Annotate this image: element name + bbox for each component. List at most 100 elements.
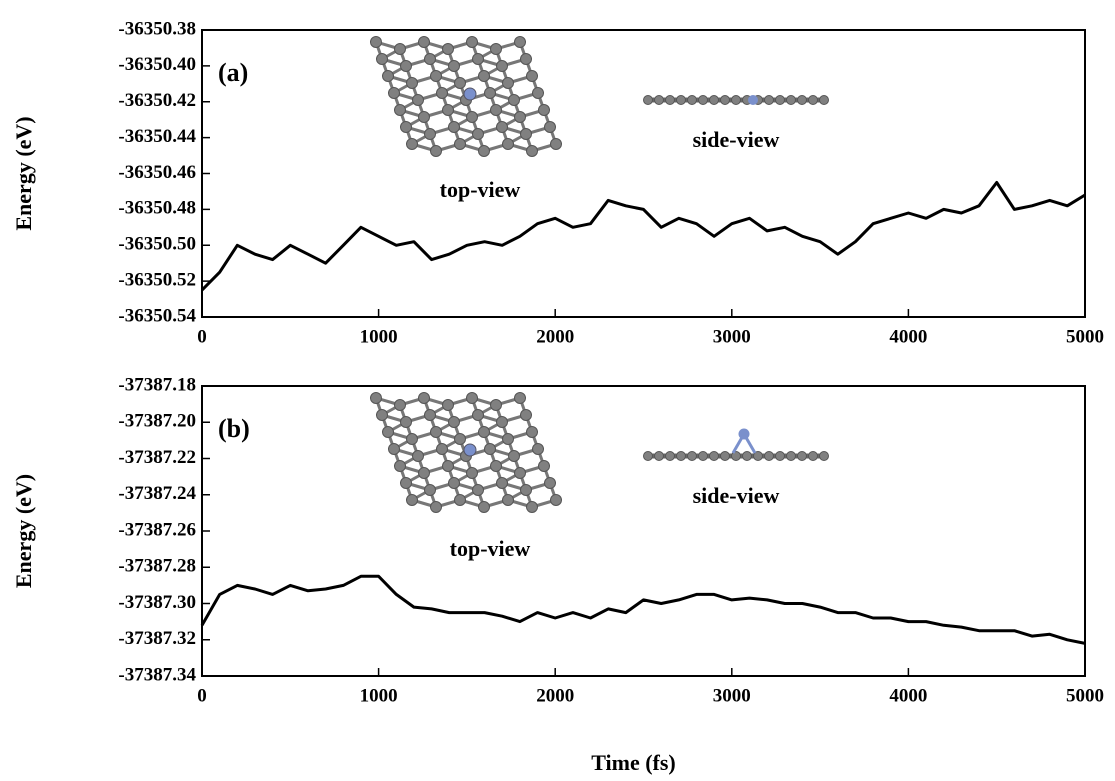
y-axis-label: Energy (eV) [11,474,36,588]
molecule-atom [532,87,544,99]
molecule-atom [643,451,653,461]
molecule-atom [430,426,442,438]
x-tick-label: 4000 [889,326,927,347]
molecule-atom [819,451,829,461]
y-tick-label: -37387.22 [118,447,196,468]
panel-label: (b) [218,414,250,443]
molecule-atom [430,501,442,513]
molecule-atom [731,95,741,105]
molecule-atom [472,128,484,140]
molecule-atom [370,392,382,404]
molecule-atom [698,451,708,461]
panel-label: (a) [218,58,248,87]
energy-line [200,574,1086,645]
molecule-atom [400,477,412,489]
molecule-atom [466,36,478,48]
molecule-atom [496,477,508,489]
y-tick-label: -37387.32 [118,628,196,649]
molecule-atom [484,87,496,99]
y-tick-label: -36350.52 [118,269,196,290]
y-tick-label: -36350.44 [118,126,196,147]
molecule-atom [418,111,430,123]
molecule-atom [478,426,490,438]
molecule-atom [424,128,436,140]
plot-frame [201,29,1086,318]
x-tick-label: 2000 [536,326,574,347]
molecule-atom [406,77,418,89]
molecule-atom [424,409,436,421]
y-tick-label: -36350.50 [118,234,196,255]
y-axis-label: Energy (eV) [11,116,36,230]
x-tick-label: 2000 [536,685,574,706]
molecule-atom [502,433,514,445]
molecule-atom [478,501,490,513]
panel: -36350.38 -36350.40 -36350.42 -36350.44 -363… [11,18,1104,347]
plot-frame [201,385,1086,677]
molecule-atom [436,87,448,99]
molecule-atom [514,392,526,404]
molecule-atom [466,467,478,479]
x-tick-label: 3000 [713,685,751,706]
molecule-atom [394,43,406,55]
molecule-atom [514,111,526,123]
molecule-atom [388,87,400,99]
molecule-atom [665,95,675,105]
molecule-atom [786,451,796,461]
molecule-atom [454,138,466,150]
molecule-atom [424,53,436,65]
view-label: side-view [693,127,780,152]
molecule-atom [709,451,719,461]
molecule-atom [676,451,686,461]
x-tick-label: 1000 [360,326,398,347]
molecule-atom [514,36,526,48]
molecule-atom [520,484,532,496]
molecule-atom [544,121,556,133]
y-tick-label: -37387.20 [118,411,196,432]
molecule-atom [436,443,448,455]
x-axis-label: Time (fs) [591,750,676,775]
energy-line [200,181,1086,292]
molecule-atom [370,36,382,48]
molecule-atom [544,477,556,489]
molecule-atom [394,460,406,472]
molecule-atom [442,399,454,411]
molecule-atom [526,145,538,157]
y-tick-label: -37387.28 [118,556,196,577]
molecule-atom [643,95,653,105]
molecule-atom [526,70,538,82]
molecule-atom [418,36,430,48]
molecule-atom [376,53,388,65]
molecule-atom [388,443,400,455]
view-label: side-view [693,483,780,508]
molecule-atom [454,494,466,506]
molecule-atom [526,426,538,438]
molecule-atom [418,392,430,404]
molecule-atom [496,416,508,428]
molecule-atom [514,467,526,479]
molecule-atom [376,409,388,421]
molecule-atom [454,77,466,89]
molecule-atom [797,451,807,461]
y-tick-label: -36350.54 [118,305,196,326]
dopant-atom [738,428,750,440]
molecule-atom [490,399,502,411]
molecule-atom [418,467,430,479]
molecule-atom [412,450,424,462]
y-tick-label: -37387.34 [118,664,196,685]
molecule-atom [448,416,460,428]
molecule-atom [654,95,664,105]
molecule-atom [808,451,818,461]
molecule-atom [406,138,418,150]
molecule-atom [775,95,785,105]
y-tick-label: -36350.40 [118,54,196,75]
molecule-atom [508,450,520,462]
molecule-atom [687,451,697,461]
y-tick-label: -37387.30 [118,592,196,613]
molecule-atom [764,451,774,461]
molecule-atom [550,138,562,150]
molecule-atom [496,121,508,133]
illustration [370,392,829,513]
molecule-atom [400,60,412,72]
molecule-atom [550,494,562,506]
x-tick-label: 1000 [360,685,398,706]
